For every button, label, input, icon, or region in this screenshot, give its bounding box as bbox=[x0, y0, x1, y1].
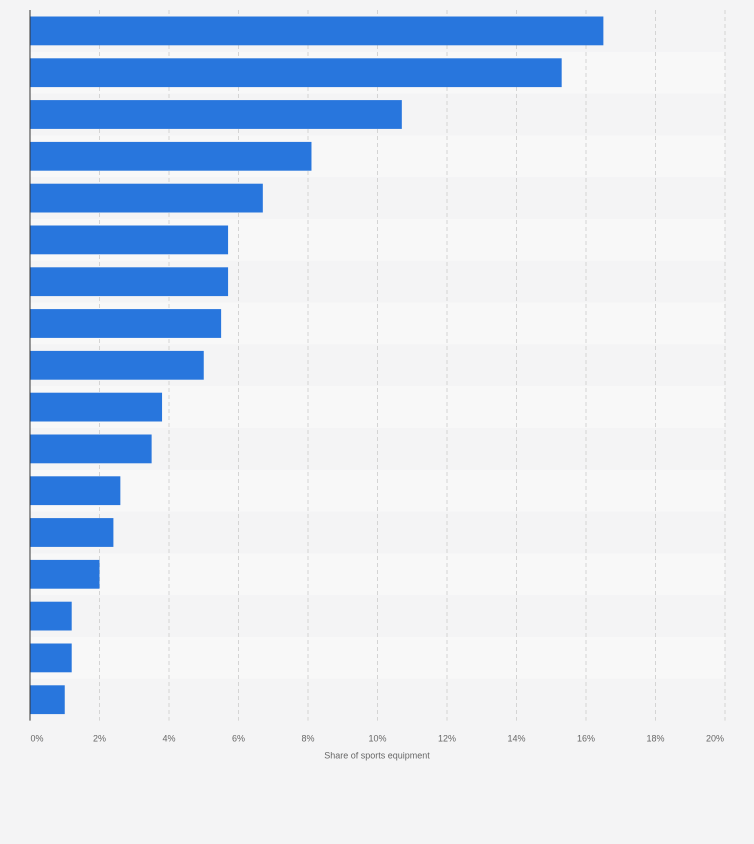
bar[interactable] bbox=[30, 225, 229, 255]
bar[interactable] bbox=[30, 518, 114, 547]
bar[interactable] bbox=[30, 183, 263, 213]
bar[interactable] bbox=[30, 559, 100, 589]
row-band bbox=[30, 469, 725, 512]
bars bbox=[30, 16, 604, 715]
x-tick-label: 6% bbox=[232, 734, 245, 744]
bar[interactable] bbox=[30, 476, 121, 506]
x-tick-label: 10% bbox=[368, 734, 386, 744]
bar[interactable] bbox=[30, 685, 65, 715]
bar[interactable] bbox=[30, 643, 72, 673]
bar[interactable] bbox=[30, 392, 163, 422]
bar[interactable] bbox=[30, 267, 229, 297]
x-axis-label: Share of sports equipment bbox=[324, 751, 430, 761]
x-tick-label: 12% bbox=[438, 734, 456, 744]
x-tick-label: 8% bbox=[301, 734, 314, 744]
x-tick-label: 4% bbox=[162, 734, 175, 744]
x-tick-label: 16% bbox=[577, 734, 595, 744]
bar[interactable] bbox=[30, 58, 562, 88]
x-tick-label: 20% bbox=[706, 734, 724, 744]
x-tick-label: 2% bbox=[93, 734, 106, 744]
bar[interactable] bbox=[30, 16, 604, 46]
bar[interactable] bbox=[30, 309, 222, 338]
x-tick-label: 14% bbox=[507, 734, 525, 744]
x-tick-label: 18% bbox=[646, 734, 664, 744]
bar[interactable] bbox=[30, 350, 204, 380]
x-tick-labels: 0% 2% 4% 6% 8% 10% 12% 14% 16% 18% 20% bbox=[30, 734, 724, 744]
bar[interactable] bbox=[30, 141, 312, 171]
row-band bbox=[30, 511, 725, 554]
bar[interactable] bbox=[30, 434, 152, 464]
bar[interactable] bbox=[30, 601, 72, 631]
row-band bbox=[30, 553, 725, 596]
row-band bbox=[30, 595, 725, 637]
x-tick-label: 0% bbox=[30, 734, 43, 744]
bar[interactable] bbox=[30, 100, 402, 129]
